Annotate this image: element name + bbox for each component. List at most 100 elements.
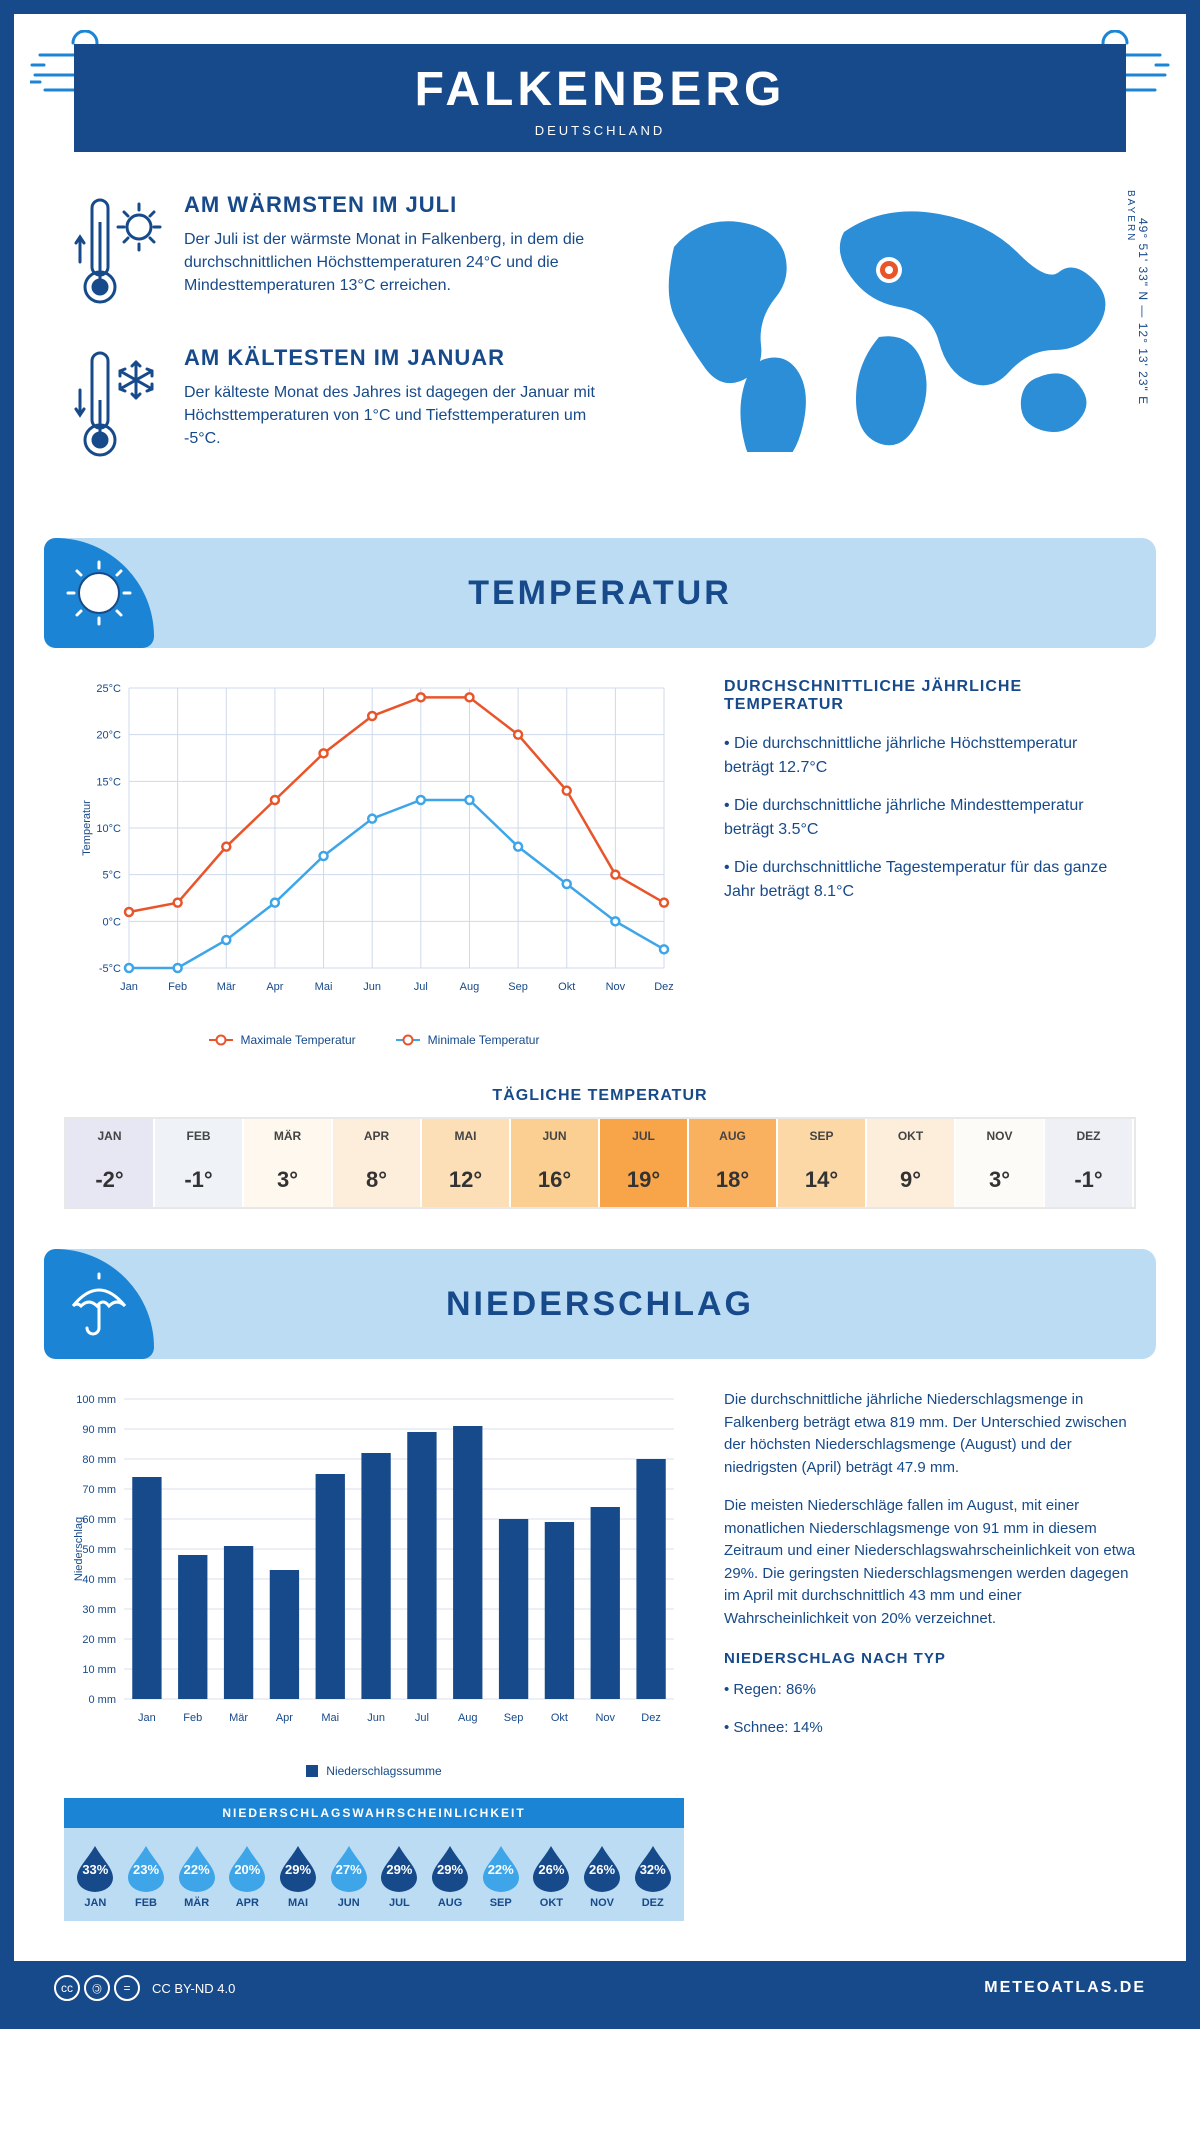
svg-text:Jan: Jan [120, 981, 138, 993]
probability-drop: 33%JAN [70, 1842, 121, 1909]
svg-text:Dez: Dez [641, 1712, 661, 1724]
svg-text:Jul: Jul [414, 981, 428, 993]
warm-title: AM WÄRMSTEN IM JULI [184, 192, 604, 218]
temperature-banner: TEMPERATUR [44, 538, 1156, 648]
svg-text:Feb: Feb [183, 1712, 202, 1724]
cold-fact: AM KÄLTESTEN IM JANUAR Der kälteste Mona… [74, 345, 604, 470]
cc-icons: cc🄯= [54, 1975, 140, 2001]
month-cell: MAI12° [422, 1119, 511, 1207]
month-cell: SEP14° [778, 1119, 867, 1207]
svg-text:20 mm: 20 mm [82, 1634, 116, 1646]
probability-title: NIEDERSCHLAGSWAHRSCHEINLICHKEIT [64, 1798, 684, 1828]
svg-text:0°C: 0°C [103, 916, 122, 928]
month-cell: DEZ-1° [1045, 1119, 1134, 1207]
svg-text:70 mm: 70 mm [82, 1484, 116, 1496]
coordinates: 49° 51' 33" N — 12° 13' 23" E [1136, 192, 1150, 432]
probability-drop: 32%DEZ [627, 1842, 678, 1909]
city-title: FALKENBERG [74, 62, 1126, 117]
svg-text:Niederschlag: Niederschlag [73, 1517, 85, 1581]
svg-text:10°C: 10°C [96, 823, 121, 835]
month-cell: JUL19° [600, 1119, 689, 1207]
country-label: DEUTSCHLAND [74, 123, 1126, 138]
umbrella-icon [44, 1249, 154, 1359]
svg-text:60 mm: 60 mm [82, 1514, 116, 1526]
footer: cc🄯= CC BY-ND 4.0 METEOATLAS.DE [14, 1961, 1186, 2015]
month-cell: APR8° [333, 1119, 422, 1207]
cold-text: Der kälteste Monat des Jahres ist dagege… [184, 381, 604, 451]
section-title: TEMPERATUR [468, 574, 732, 613]
temp-text-p2: • Die durchschnittliche jährliche Mindes… [724, 794, 1126, 842]
cold-title: AM KÄLTESTEN IM JANUAR [184, 345, 604, 371]
world-map-icon [644, 192, 1124, 452]
precip-p1: Die durchschnittliche jährliche Niedersc… [724, 1389, 1136, 1479]
license-label: CC BY-ND 4.0 [152, 1981, 235, 1996]
thermometer-sun-icon [74, 192, 164, 317]
svg-text:Mär: Mär [229, 1712, 248, 1724]
svg-text:Temperatur: Temperatur [81, 800, 93, 856]
precip-type2: • Schnee: 14% [724, 1717, 1136, 1740]
region-label: BAYERN [1125, 190, 1136, 242]
month-cell: JUN16° [511, 1119, 600, 1207]
svg-text:0 mm: 0 mm [89, 1694, 117, 1706]
svg-text:Dez: Dez [654, 981, 674, 993]
probability-drop: 29%AUG [425, 1842, 476, 1909]
header: FALKENBERG DEUTSCHLAND [74, 44, 1126, 152]
site-label: METEOATLAS.DE [984, 1979, 1146, 1997]
svg-text:Nov: Nov [595, 1712, 615, 1724]
svg-text:30 mm: 30 mm [82, 1604, 116, 1616]
probability-drop: 22%MÄR [171, 1842, 222, 1909]
temp-text-p1: • Die durchschnittliche jährliche Höchst… [724, 732, 1126, 780]
svg-text:Okt: Okt [558, 981, 575, 993]
probability-drop: 22%SEP [475, 1842, 526, 1909]
thermometer-snow-icon [74, 345, 164, 470]
warm-fact: AM WÄRMSTEN IM JULI Der Juli ist der wär… [74, 192, 604, 317]
precip-type-heading: NIEDERSCHLAG NACH TYP [724, 1648, 1136, 1671]
svg-text:Jul: Jul [415, 1712, 429, 1724]
svg-text:Nov: Nov [606, 981, 626, 993]
month-cell: AUG18° [689, 1119, 778, 1207]
daily-temp-title: TÄGLICHE TEMPERATUR [14, 1087, 1186, 1105]
daily-temp-table: JAN-2°FEB-1°MÄR3°APR8°MAI12°JUN16°JUL19°… [64, 1117, 1136, 1209]
temp-legend: .sw:nth-child(1)::after{border-color:#e8… [74, 1033, 674, 1047]
precip-legend: Niederschlagssumme [64, 1764, 684, 1778]
probability-box: NIEDERSCHLAGSWAHRSCHEINLICHKEIT 33%JAN 2… [64, 1798, 684, 1921]
sun-icon [44, 538, 154, 648]
svg-text:Jun: Jun [363, 981, 381, 993]
svg-text:90 mm: 90 mm [82, 1424, 116, 1436]
section-title: NIEDERSCHLAG [446, 1285, 754, 1324]
temp-text-heading: DURCHSCHNITTLICHE JÄHRLICHE TEMPERATUR [724, 678, 1126, 714]
precipitation-banner: NIEDERSCHLAG [44, 1249, 1156, 1359]
svg-text:5°C: 5°C [103, 870, 122, 882]
svg-text:40 mm: 40 mm [82, 1574, 116, 1586]
precip-type1: • Regen: 86% [724, 1679, 1136, 1702]
svg-text:Jun: Jun [367, 1712, 385, 1724]
temperature-chart: -5°C0°C5°C10°C15°C20°C25°CJanFebMärAprMa… [74, 678, 674, 1018]
svg-text:Apr: Apr [276, 1712, 293, 1724]
probability-drop: 29%JUL [374, 1842, 425, 1909]
svg-text:Feb: Feb [168, 981, 187, 993]
svg-text:Mai: Mai [321, 1712, 339, 1724]
svg-text:-5°C: -5°C [99, 963, 121, 975]
warm-text: Der Juli ist der wärmste Monat in Falken… [184, 228, 604, 298]
svg-text:20°C: 20°C [96, 730, 121, 742]
svg-text:Apr: Apr [266, 981, 283, 993]
svg-text:Mär: Mär [217, 981, 236, 993]
svg-text:Sep: Sep [504, 1712, 524, 1724]
probability-drop: 26%OKT [526, 1842, 577, 1909]
svg-text:25°C: 25°C [96, 683, 121, 695]
temp-text-p3: • Die durchschnittliche Tagestemperatur … [724, 856, 1126, 904]
svg-text:Jan: Jan [138, 1712, 156, 1724]
svg-text:Mai: Mai [315, 981, 333, 993]
month-cell: JAN-2° [66, 1119, 155, 1207]
svg-text:50 mm: 50 mm [82, 1544, 116, 1556]
probability-drop: 27%JUN [323, 1842, 374, 1909]
probability-drop: 23%FEB [121, 1842, 172, 1909]
month-cell: OKT9° [867, 1119, 956, 1207]
precip-p2: Die meisten Niederschläge fallen im Augu… [724, 1495, 1136, 1630]
probability-drop: 20%APR [222, 1842, 273, 1909]
svg-text:Okt: Okt [551, 1712, 568, 1724]
month-cell: FEB-1° [155, 1119, 244, 1207]
svg-text:10 mm: 10 mm [82, 1664, 116, 1676]
month-cell: NOV3° [956, 1119, 1045, 1207]
precipitation-chart: 0 mm10 mm20 mm30 mm40 mm50 mm60 mm70 mm8… [64, 1389, 684, 1749]
